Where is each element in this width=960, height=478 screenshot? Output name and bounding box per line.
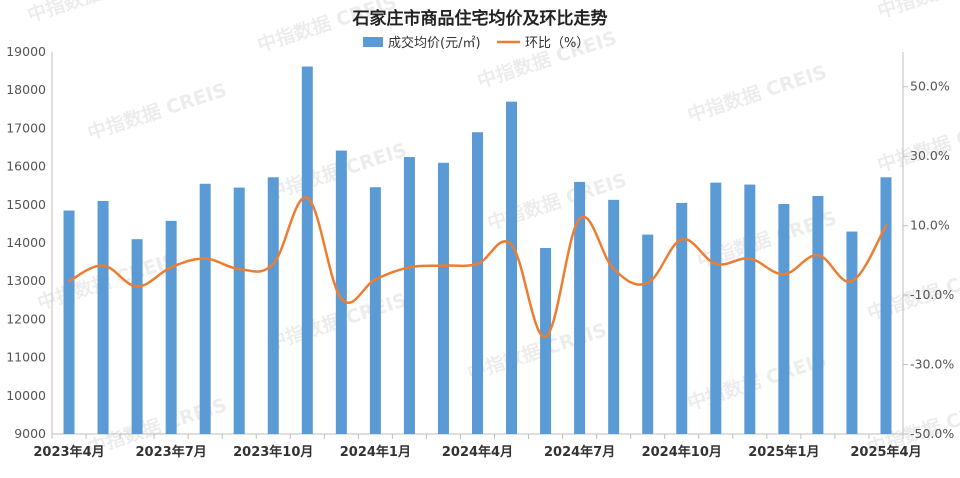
line-point [272, 262, 275, 266]
y-right-tick-label: 30.0% [910, 148, 950, 163]
bar [301, 66, 313, 435]
x-tick-label: 2024年1月 [340, 444, 411, 460]
x-tick-label: 2024年4月 [442, 444, 513, 460]
bar [676, 202, 688, 434]
y-left-tick-label: 10000 [6, 388, 46, 403]
y-left-tick-label: 18000 [6, 82, 46, 97]
line-point [782, 273, 786, 276]
y-right-tick-label: -30.0% [910, 357, 954, 372]
y-left-tick-label: 15000 [6, 197, 46, 212]
line-series [67, 196, 888, 339]
y-left-tick-label: 14000 [6, 235, 46, 250]
y-left-tick-label: 17000 [6, 120, 46, 135]
line-point [135, 285, 139, 288]
line-point [238, 267, 241, 271]
bar [880, 177, 892, 434]
line-point [544, 335, 547, 338]
bar-series [63, 66, 892, 435]
bar [335, 150, 347, 434]
line-point [646, 281, 649, 285]
y-left-tick-label: 11000 [6, 350, 46, 365]
watermark-text: 中指数据 CREIS [874, 110, 960, 177]
legend: 成交均价(元/㎡) 环比（%） [363, 35, 589, 51]
line-point [306, 196, 309, 200]
line-point [101, 264, 105, 267]
watermark-text: 中指数据 CREIS [24, 0, 169, 27]
bar [642, 234, 654, 434]
bar [403, 157, 415, 435]
bar [608, 199, 620, 434]
legend-bar-label: 成交均价(元/㎡) [388, 35, 481, 51]
watermark-text: 中指数据 CREIS [84, 78, 229, 145]
chart-title: 石家庄市商品住宅均价及环比走势 [352, 8, 608, 29]
line-point [67, 280, 71, 283]
watermark-text: 中指数据 CREIS [874, 0, 960, 23]
line-point [476, 262, 479, 266]
line-point [442, 264, 445, 267]
legend-bar-swatch [363, 37, 383, 47]
x-tick-label: 2023年10月 [233, 444, 313, 460]
bar [97, 200, 109, 434]
watermark-text: 中指数据 CREIS [684, 60, 829, 127]
y-left-tick-label: 16000 [6, 159, 46, 174]
line-point [884, 224, 888, 227]
x-tick-label: 2025年4月 [850, 444, 921, 460]
axes: 9000 10000 11000 12000 13000 14000 15000 16000 1… [6, 44, 954, 460]
line-point [816, 253, 820, 257]
bar [165, 220, 177, 434]
y-right-tick-label: 50.0% [910, 79, 950, 94]
bar [710, 182, 722, 434]
line-path [68, 196, 888, 339]
line-point [203, 257, 207, 260]
y-left-tick-label: 9000 [14, 426, 46, 441]
bar [63, 210, 75, 434]
line-point [374, 278, 377, 281]
bar [540, 247, 552, 434]
bar [437, 162, 449, 434]
x-tick-label: 2024年7月 [544, 444, 615, 460]
x-tick-label: 2023年4月 [33, 444, 104, 460]
bar [233, 187, 245, 434]
line-point [850, 280, 854, 283]
line-point [510, 243, 513, 246]
line-point [408, 266, 411, 269]
line-point [578, 217, 581, 220]
line-point [612, 267, 615, 271]
bar [369, 187, 381, 434]
bar [778, 204, 790, 434]
bar [506, 101, 518, 434]
legend-line-label: 环比（%） [525, 36, 589, 51]
y-left-tick-label: 19000 [6, 44, 46, 59]
bar [131, 239, 143, 434]
bar [472, 132, 483, 434]
bar [812, 196, 824, 434]
bar [199, 183, 211, 434]
y-right-tick-label: -10.0% [910, 287, 954, 302]
x-tick-label: 2025年1月 [748, 444, 819, 460]
line-point [340, 297, 343, 300]
line-point [169, 266, 173, 269]
x-tick-label: 2024年10月 [642, 444, 722, 460]
y-right-tick-label: -50.0% [910, 426, 954, 441]
line-point [680, 238, 683, 241]
line-point [714, 262, 717, 266]
bar [574, 181, 586, 434]
x-tick-label: 2023年7月 [136, 444, 207, 460]
bar [267, 177, 279, 434]
line-point [748, 257, 752, 260]
y-left-tick-label: 13000 [6, 273, 46, 288]
watermark-text: 中指数据 CREIS [684, 348, 829, 415]
bar [744, 184, 756, 434]
y-left-tick-label: 12000 [6, 311, 46, 326]
y-right-tick-label: 10.0% [910, 218, 950, 233]
bar [846, 231, 858, 434]
